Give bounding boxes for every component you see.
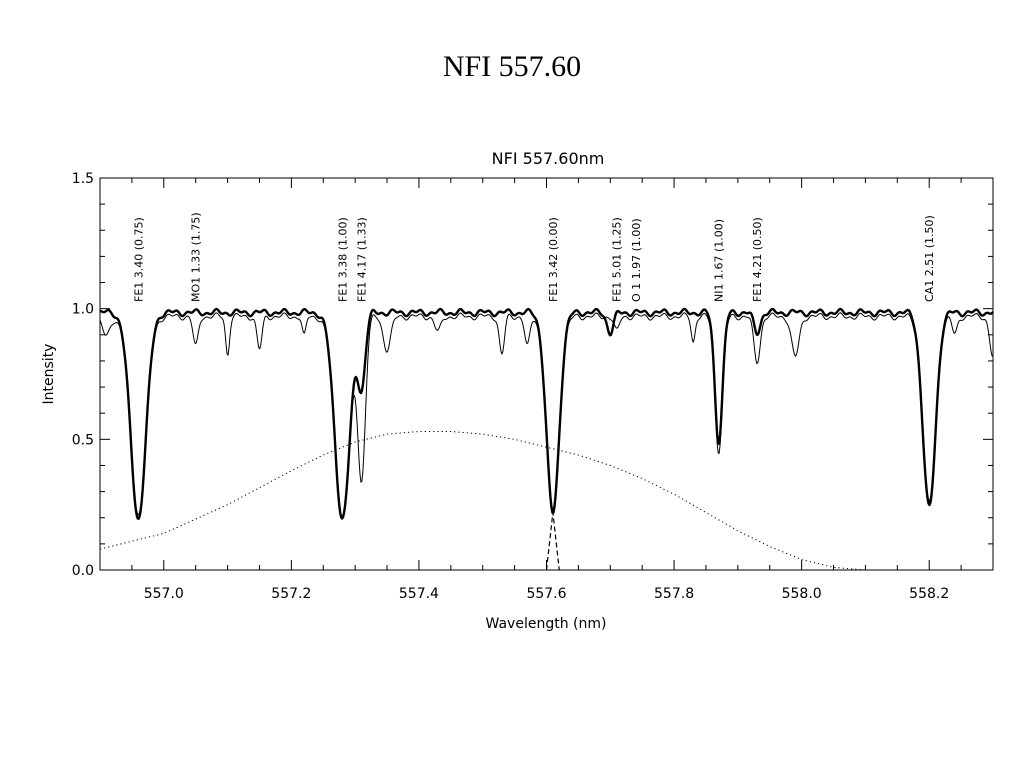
page-title: NFI 557.60: [442, 50, 582, 83]
line-annotation: FE1 3.40 (0.75): [132, 217, 145, 302]
tick-group: 557.0 557.2 557.4 557.6 557.8 558.0 558.2 0.0 0.…: [72, 171, 994, 602]
line-annotation: FE1 3.42 (0.00): [547, 217, 560, 302]
x-tick-label: 557.8: [654, 586, 694, 602]
x-tick-label: 557.0: [144, 586, 184, 602]
series-line-marker: [545, 512, 560, 571]
annotation-group: FE1 3.40 (0.75) MO1 1.33 (1.75) FE1 3.38 (…: [132, 212, 936, 302]
x-tick-label: 557.4: [399, 586, 439, 602]
x-tick-label: 557.6: [526, 586, 566, 602]
y-tick-label: 1.5: [72, 171, 94, 187]
y-tick-label: 0.5: [72, 432, 94, 448]
line-annotation: FE1 4.17 (1.33): [356, 217, 369, 302]
series-group: [99, 307, 994, 571]
y-tick-label: 1.0: [72, 302, 94, 318]
line-annotation: O 1 1.97 (1.00): [630, 218, 643, 302]
line-annotation: MO1 1.33 (1.75): [190, 212, 203, 302]
line-annotation: CA1 2.51 (1.50): [923, 215, 936, 302]
line-annotation: NI1 1.67 (1.00): [713, 219, 726, 302]
x-tick-label: 558.0: [782, 586, 822, 602]
series-thin-spectrum: [99, 312, 994, 518]
line-annotation: FE1 3.38 (1.00): [336, 217, 349, 302]
line-annotation: FE1 5.01 (1.25): [611, 217, 624, 302]
x-tick-label: 558.2: [909, 586, 949, 602]
chart-title: NFI 557.60nm: [492, 149, 605, 168]
x-axis-label: Wavelength (nm): [486, 616, 607, 632]
series-filter-profile: [99, 430, 993, 571]
y-tick-label: 0.0: [72, 563, 94, 579]
line-annotation: FE1 4.21 (0.50): [751, 217, 764, 302]
y-axis-label: Intensity: [41, 344, 57, 405]
x-tick-label: 557.2: [271, 586, 311, 602]
series-thick-spectrum: [99, 307, 994, 520]
